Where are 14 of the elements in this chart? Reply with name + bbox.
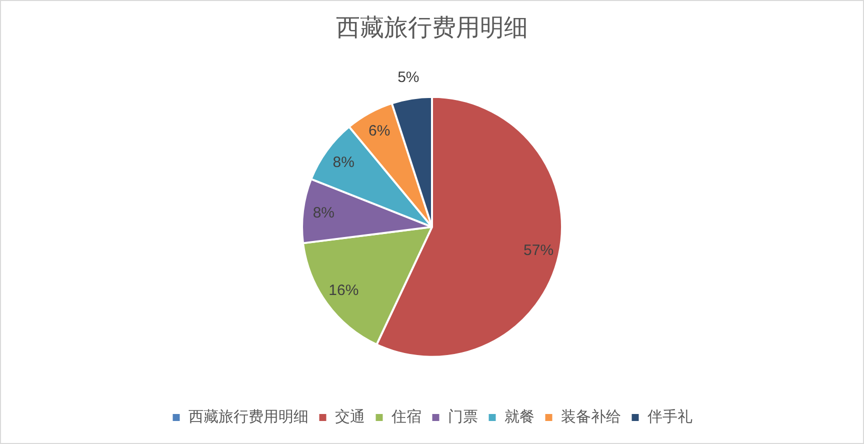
data-label: 8% [312, 204, 335, 222]
legend-label: 门票 [448, 407, 478, 426]
legend-label: 西藏旅行费用明细 [188, 407, 308, 426]
legend-label: 住宿 [390, 407, 422, 426]
data-label: 5% [398, 69, 420, 86]
data-label: 8% [332, 154, 354, 171]
legend-label: 装备补给 [560, 407, 621, 426]
legend-label: 伴手礼 [647, 407, 692, 426]
chart-title: 西藏旅行费用明细 [336, 14, 528, 42]
data-label: 57% [524, 242, 554, 259]
data-label: 6% [368, 122, 390, 140]
legend-label: 就餐 [504, 407, 534, 426]
legend-label: 交通 [334, 407, 365, 426]
data-label: 16% [328, 282, 359, 300]
